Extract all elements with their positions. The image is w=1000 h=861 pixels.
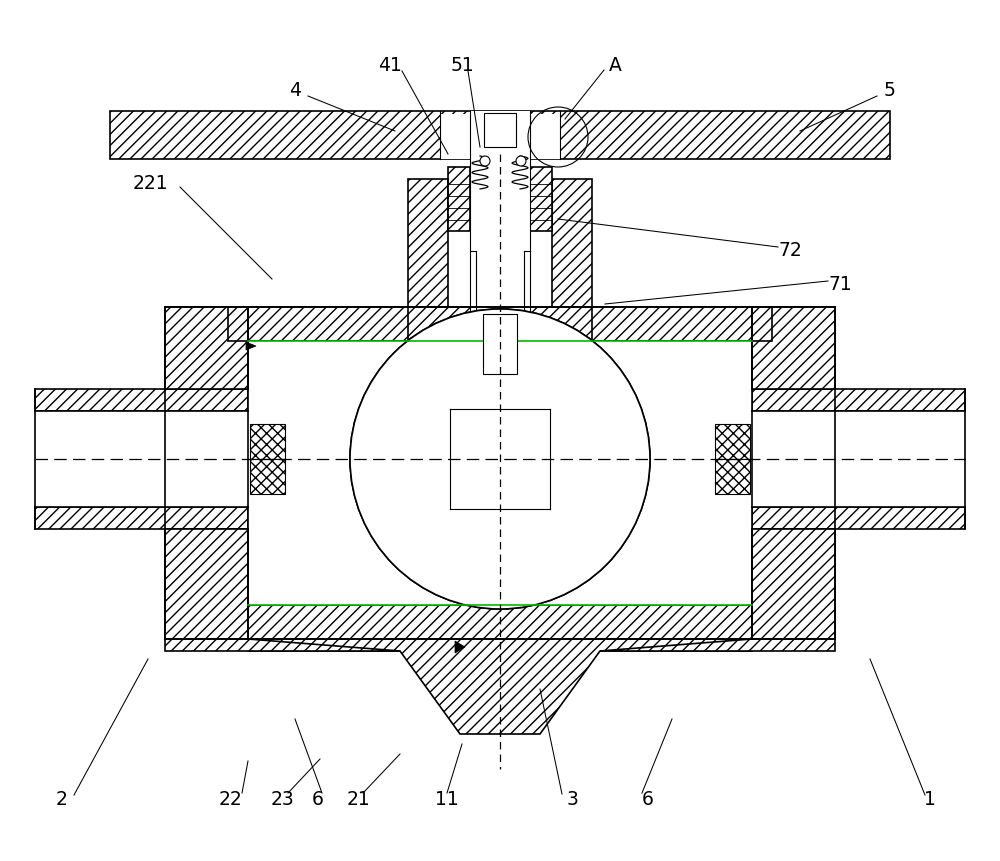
Text: 72: 72: [778, 240, 802, 259]
Polygon shape: [165, 307, 248, 389]
Polygon shape: [752, 412, 965, 507]
Circle shape: [350, 310, 650, 610]
Polygon shape: [448, 168, 470, 232]
Text: 11: 11: [435, 790, 459, 808]
Polygon shape: [552, 180, 592, 307]
Polygon shape: [248, 307, 752, 342]
Bar: [715, 424, 750, 460]
Polygon shape: [440, 115, 560, 160]
Polygon shape: [752, 389, 965, 412]
Polygon shape: [165, 530, 248, 639]
Text: 5: 5: [884, 80, 896, 99]
Polygon shape: [228, 307, 772, 342]
Polygon shape: [350, 310, 650, 460]
Polygon shape: [484, 114, 516, 148]
Polygon shape: [752, 530, 835, 639]
Bar: [250, 424, 285, 460]
Polygon shape: [350, 460, 650, 610]
Text: 6: 6: [312, 790, 324, 808]
Text: 1: 1: [924, 790, 936, 808]
Polygon shape: [165, 307, 248, 389]
Text: 2: 2: [56, 790, 68, 808]
Polygon shape: [752, 530, 835, 639]
Text: 6: 6: [642, 790, 654, 808]
Polygon shape: [483, 314, 517, 375]
Polygon shape: [246, 343, 256, 350]
Text: 22: 22: [218, 790, 242, 808]
Text: 4: 4: [289, 80, 301, 99]
Polygon shape: [752, 307, 835, 389]
Bar: [715, 460, 750, 494]
Text: 41: 41: [378, 55, 402, 74]
Polygon shape: [450, 410, 550, 510]
Text: 71: 71: [828, 276, 852, 294]
Polygon shape: [165, 530, 248, 639]
Polygon shape: [752, 507, 965, 530]
Polygon shape: [248, 605, 752, 639]
Polygon shape: [35, 389, 248, 412]
Polygon shape: [470, 164, 530, 460]
Polygon shape: [35, 507, 248, 530]
Bar: [250, 460, 285, 494]
Circle shape: [480, 157, 490, 167]
Polygon shape: [35, 412, 248, 507]
Circle shape: [516, 157, 526, 167]
Polygon shape: [408, 307, 436, 342]
Polygon shape: [455, 641, 465, 653]
Polygon shape: [408, 180, 448, 307]
Text: A: A: [609, 55, 621, 74]
Polygon shape: [470, 112, 530, 164]
Polygon shape: [752, 307, 835, 389]
Text: 23: 23: [270, 790, 294, 808]
Text: 21: 21: [346, 790, 370, 808]
Polygon shape: [564, 307, 592, 342]
Polygon shape: [530, 168, 552, 232]
Polygon shape: [248, 342, 752, 605]
Polygon shape: [165, 639, 400, 651]
Polygon shape: [110, 112, 890, 160]
Text: 221: 221: [132, 173, 168, 192]
Polygon shape: [248, 639, 752, 734]
Text: 3: 3: [566, 790, 578, 808]
Polygon shape: [600, 639, 835, 651]
Text: 51: 51: [450, 55, 474, 74]
